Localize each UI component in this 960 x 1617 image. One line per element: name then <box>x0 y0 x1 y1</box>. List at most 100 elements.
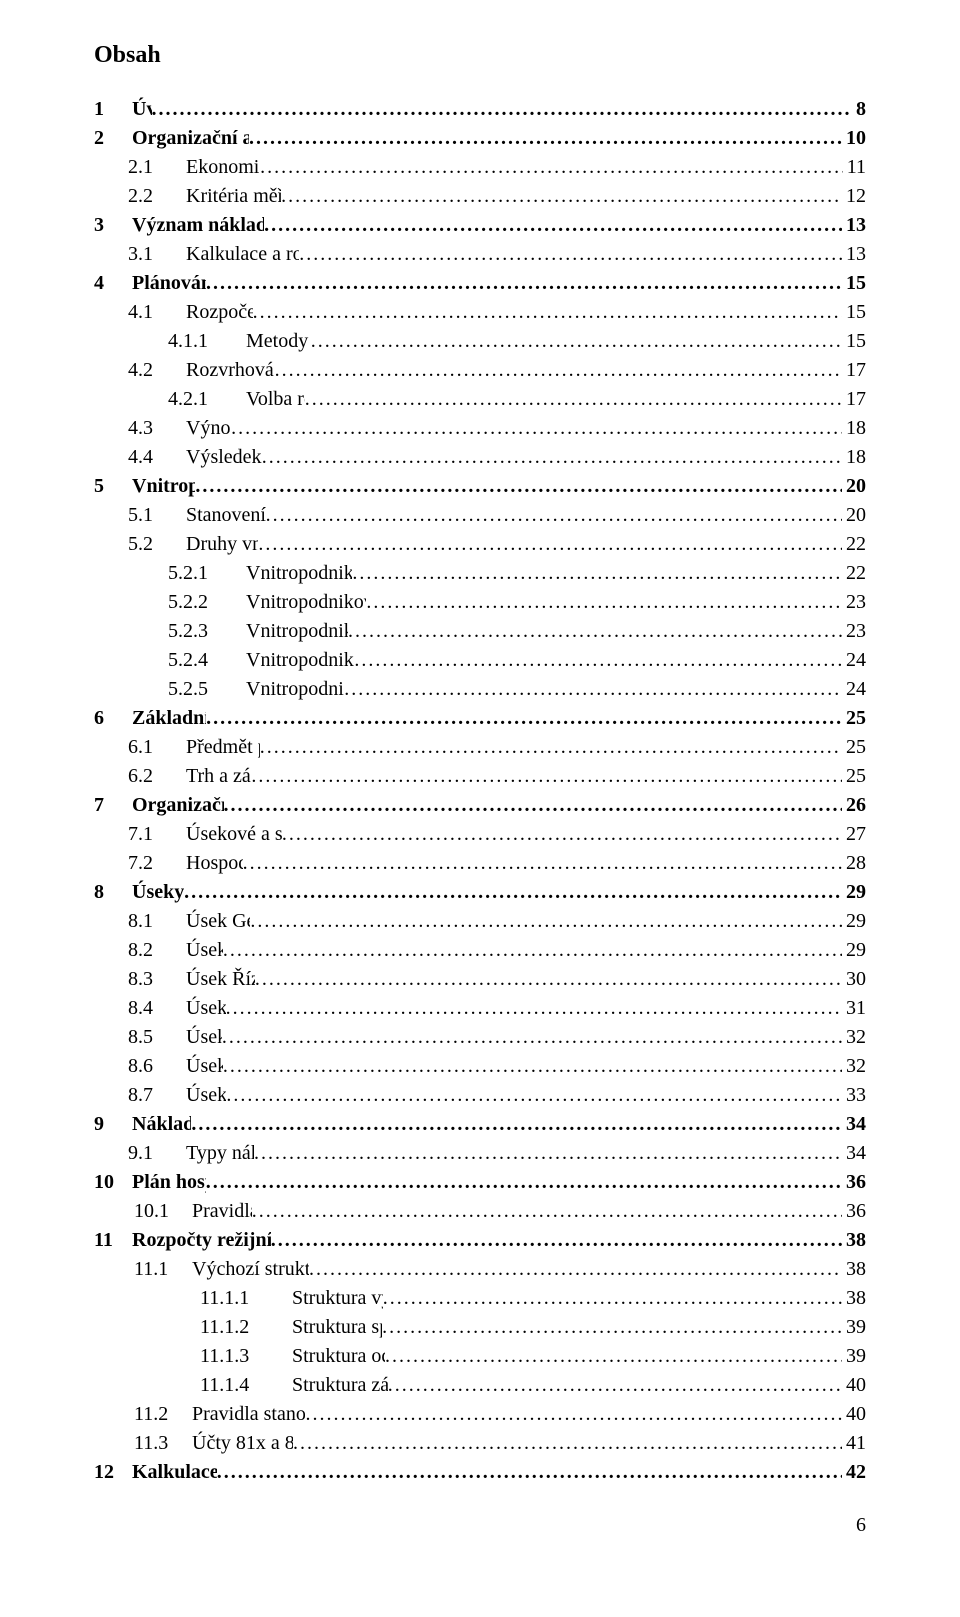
toc-leader-dots: ........................................… <box>366 588 842 617</box>
toc-row: 5.1Stanovení vnitropodnikových cen......… <box>128 501 866 530</box>
toc-row: 12Kalkulace obchodního případu..........… <box>94 1458 866 1487</box>
toc-entry-label: Organizační struktura společnosti <box>132 791 224 820</box>
toc-entry-label: Úsek Generálního ředitele <box>186 907 250 936</box>
toc-leader-dots: ........................................… <box>266 501 842 530</box>
toc-entry-page: 41 <box>842 1429 866 1458</box>
toc-entry-page: 23 <box>842 588 866 617</box>
toc-entry-number: 7.2 <box>128 849 186 878</box>
toc-row: 9Nákladová střediska....................… <box>94 1110 866 1139</box>
toc-leader-dots: ........................................… <box>382 1313 842 1342</box>
toc-entry-label: Základní popis společnosti <box>132 704 206 733</box>
toc-entry-number: 11.1.4 <box>200 1371 292 1400</box>
toc-entry-page: 32 <box>842 1023 866 1052</box>
toc-entry-number: 9.1 <box>128 1139 186 1168</box>
toc-entry-page: 10 <box>842 124 866 153</box>
toc-entry-page: 13 <box>842 211 866 240</box>
toc-row: 11.1.4Struktura zásobovací režie a pravi… <box>200 1371 866 1400</box>
toc-entry-label: Úsekové a střediskové členění společnost… <box>186 820 282 849</box>
toc-leader-dots: ........................................… <box>275 356 842 385</box>
toc-entry-page: 34 <box>842 1139 866 1168</box>
toc-leader-dots: ........................................… <box>255 965 842 994</box>
toc-leader-dots: ........................................… <box>243 849 842 878</box>
toc-entry-page: 28 <box>842 849 866 878</box>
toc-row: 8.3Úsek Řízení lidských zdrojů..........… <box>128 965 866 994</box>
toc-entry-number: 8.5 <box>128 1023 186 1052</box>
toc-row: 2.1Ekonomická struktura podniku.........… <box>128 153 866 182</box>
toc-row: 5.2Druhy vnitropodnikových cen..........… <box>128 530 866 559</box>
toc-row: 1Úvod...................................… <box>94 95 866 124</box>
toc-entry-page: 24 <box>842 675 866 704</box>
toc-entry-page: 30 <box>842 965 866 994</box>
toc-entry-page: 24 <box>842 646 866 675</box>
toc-entry-label: Vnitropodniková cena na úrovni oportunit… <box>246 646 354 675</box>
toc-leader-dots: ........................................… <box>226 994 842 1023</box>
toc-leader-dots: ........................................… <box>252 1197 842 1226</box>
toc-entry-page: 22 <box>842 559 866 588</box>
toc-entry-label: Předmět podnikání společnosti <box>186 733 260 762</box>
toc-entry-number: 7.1 <box>128 820 186 849</box>
toc-leader-dots: ........................................… <box>253 298 842 327</box>
toc-entry-number: 11.1.1 <box>200 1284 292 1313</box>
toc-row: 3Význam nákladových středisek při kalkul… <box>94 211 866 240</box>
toc-row: 7Organizační struktura společnosti......… <box>94 791 866 820</box>
toc-leader-dots: ........................................… <box>260 153 843 182</box>
toc-entry-page: 15 <box>842 298 866 327</box>
toc-entry-label: Úsek Finance <box>186 936 223 965</box>
toc-leader-dots: ........................................… <box>305 385 842 414</box>
toc-leader-dots: ........................................… <box>309 1255 842 1284</box>
toc-entry-page: 36 <box>842 1197 866 1226</box>
toc-leader-dots: ........................................… <box>249 124 842 153</box>
toc-leader-dots: ........................................… <box>293 1429 842 1458</box>
toc-entry-page: 40 <box>842 1400 866 1429</box>
toc-row: 7.2Hospodářská střediska................… <box>128 849 866 878</box>
toc-entry-number: 5.2.1 <box>168 559 246 588</box>
toc-entry-label: Vnitropodnikové ceny <box>132 472 195 501</box>
toc-entry-number: 2.1 <box>128 153 186 182</box>
toc-leader-dots: ........................................… <box>251 762 842 791</box>
toc-entry-number: 1 <box>94 95 132 124</box>
toc-entry-page: 31 <box>842 994 866 1023</box>
toc-entry-number: 4.2 <box>128 356 186 385</box>
toc-row: 8.2Úsek Finance.........................… <box>128 936 866 965</box>
toc-row: 4.1Rozpočet režijních nákladů...........… <box>128 298 866 327</box>
toc-row: 4.3Výnosy středisek.....................… <box>128 414 866 443</box>
toc-entry-label: Vnitropodniková cena na úrovni plných st… <box>246 588 366 617</box>
toc-leader-dots: ........................................… <box>271 1226 842 1255</box>
toc-entry-label: Druhy vnitropodnikových cen <box>186 530 258 559</box>
toc-entry-label: Úvod <box>132 95 152 124</box>
toc-entry-label: Kalkulace obchodního případu <box>132 1458 217 1487</box>
toc-row: 4Plánování a rozpočetnictví.............… <box>94 269 866 298</box>
toc-entry-page: 8 <box>852 95 866 124</box>
toc-leader-dots: ........................................… <box>264 211 842 240</box>
toc-leader-dots: ........................................… <box>152 95 852 124</box>
toc-entry-label: Účty 81x a 86x vnitropodnikového účetnic… <box>192 1429 293 1458</box>
toc-row: 11.1.2Struktura správní režie a pravidla… <box>200 1313 866 1342</box>
toc-entry-page: 18 <box>842 414 866 443</box>
toc-entry-page: 29 <box>842 878 866 907</box>
toc-row: 5.2.5Vnitropodnikové ceny dohodnuté mezi… <box>168 675 866 704</box>
toc-entry-label: Význam nákladových středisek při kalkula… <box>132 211 264 240</box>
toc-entry-number: 4.4 <box>128 443 186 472</box>
toc-entry-number: 8.4 <box>128 994 186 1023</box>
toc-leader-dots: ........................................… <box>250 907 842 936</box>
toc-entry-number: 5.2.3 <box>168 617 246 646</box>
toc-entry-label: Rozpočet režijních nákladů <box>186 298 253 327</box>
toc-leader-dots: ........................................… <box>383 1284 842 1313</box>
toc-row: 7.1Úsekové a střediskové členění společn… <box>128 820 866 849</box>
toc-row: 10.1Pravidla sestavení plánu............… <box>134 1197 866 1226</box>
toc-entry-number: 4.3 <box>128 414 186 443</box>
toc-row: 3.1Kalkulace a rozpočet zisku ve středis… <box>128 240 866 269</box>
toc-leader-dots: ........................................… <box>388 1371 842 1400</box>
toc-entry-number: 11.2 <box>134 1400 192 1429</box>
toc-entry-number: 6.2 <box>128 762 186 791</box>
toc-row: 8.5Úsek Výroba..........................… <box>128 1023 866 1052</box>
toc-entry-page: 26 <box>842 791 866 820</box>
toc-row: 11.2Pravidla stanovení sazeb vnitropodni… <box>134 1400 866 1429</box>
toc-entry-label: Úseky společnosti <box>132 878 184 907</box>
toc-entry-label: Výchozí struktura režijních nákladů pro … <box>192 1255 309 1284</box>
toc-entry-page: 29 <box>842 907 866 936</box>
toc-leader-dots: ........................................… <box>191 1110 842 1139</box>
toc-entry-label: Úsek Výroba <box>186 1023 222 1052</box>
toc-leader-dots: ........................................… <box>385 1342 842 1371</box>
toc-entry-label: Struktura výrobní režie a pravidla výpoč… <box>292 1284 383 1313</box>
